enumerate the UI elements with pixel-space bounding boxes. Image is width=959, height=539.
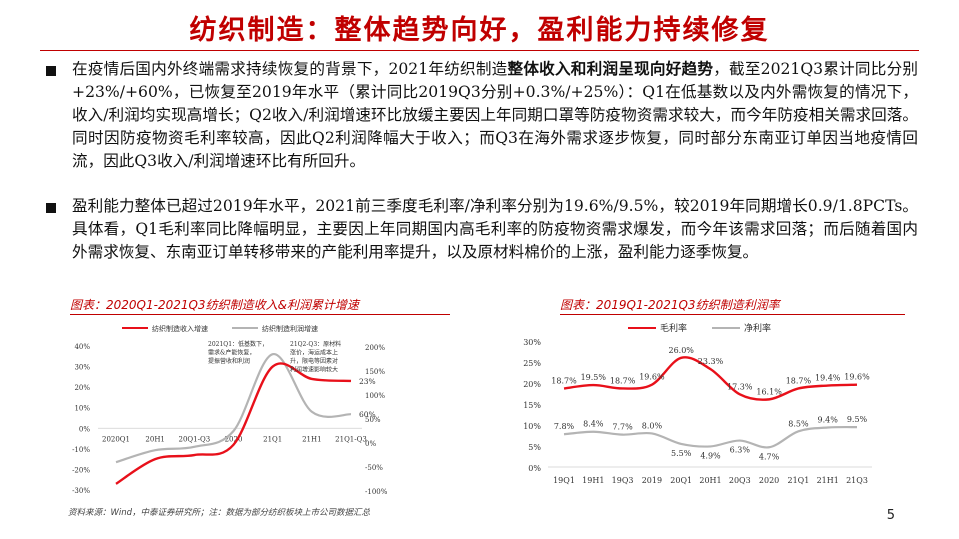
bullet-1-emphasis: 整体收入和利润呈现向好趋势 — [507, 60, 714, 78]
chart-1-end-label-revenue: 23% — [359, 377, 376, 386]
chart-1-legend-label-profit: 纺织制造利润增速 — [262, 324, 318, 333]
chart-2-y-tick-label: 5% — [528, 443, 541, 452]
chart-2-data-label-net: 8.4% — [583, 420, 604, 429]
chart-1-right-tick-label: 100% — [365, 392, 385, 400]
chart-2-data-label-net: 7.8% — [554, 422, 575, 431]
chart-1-x-tick-label: 20H1 — [145, 435, 164, 443]
chart-2-y-tick-label: 20% — [523, 380, 541, 389]
chart-1-x-tick-label: 2020Q1 — [102, 435, 130, 443]
chart-1-annotation-q2q3: 涨价，海运成本上 — [290, 349, 338, 357]
chart-2-data-label-net: 9.4% — [818, 416, 839, 425]
chart-2-title-rule — [560, 314, 905, 315]
chart-1-x-tick-label: 21Q1 — [263, 435, 282, 443]
chart-1-right-tick-label: -50% — [365, 464, 383, 472]
chart-2-data-label-gross: 19.6% — [639, 373, 665, 382]
bullet-paragraph-1: 在疫情后国内外终端需求持续恢复的背景下，2021年纺织制造整体收入和利润呈现向好… — [72, 58, 918, 173]
chart-2-x-tick-label: 20Q3 — [729, 476, 751, 485]
chart-1-right-tick-label: -100% — [365, 488, 388, 496]
chart-1-x-tick-label: 20Q1-Q3 — [178, 435, 210, 443]
chart-2-x-tick-label: 21H1 — [817, 476, 839, 485]
chart-2-data-label-gross: 17.3% — [727, 382, 753, 391]
chart-1-annotation-q2q3: 利润增速影响较大 — [290, 366, 338, 374]
chart-2-legend-label-net: 净利率 — [744, 322, 771, 334]
chart-1-title: 图表：2020Q1-2021Q3纺织制造收入&利润累计增速 — [70, 298, 359, 312]
chart-1-series-revenue-growth — [115, 362, 352, 485]
chart-1-left-tick-label: -20% — [72, 466, 90, 474]
chart-2-data-label-net: 8.0% — [642, 421, 663, 430]
chart-2-data-label-net: 7.7% — [612, 423, 633, 432]
chart-2-x-tick-label: 2019 — [642, 476, 662, 485]
chart-2-x-tick-label: 21Q3 — [846, 476, 868, 485]
chart-2-x-tick-label: 21Q1 — [787, 476, 809, 485]
bullet-marker-1 — [46, 66, 56, 76]
chart-2-data-label-gross: 26.0% — [668, 346, 694, 355]
chart-2-y-tick-label: 0% — [528, 464, 541, 473]
chart-2-data-label-gross: 19.6% — [844, 373, 870, 382]
chart-2-x-tick-label: 20Q1 — [670, 476, 692, 485]
chart-1-annotation-q1: 提振营收和利润 — [208, 357, 250, 365]
chart-2-data-label-net: 8.5% — [788, 419, 809, 428]
chart-1-x-tick-label: 21Q1-Q3 — [335, 435, 367, 443]
chart-1-left-tick-label: -10% — [72, 446, 90, 454]
chart-2-y-tick-label: 25% — [523, 359, 541, 368]
chart-2-y-tick-label: 30% — [523, 338, 541, 347]
chart-1-series-profit-growth — [115, 353, 352, 464]
chart-2-data-label-gross: 16.1% — [756, 387, 782, 396]
page-number: 5 — [886, 508, 895, 523]
chart-2-data-label-gross: 18.7% — [551, 376, 577, 385]
chart-1-left-tick-label: 30% — [74, 364, 90, 372]
bullet-marker-2 — [46, 203, 56, 213]
chart-2-series-net-margin — [563, 425, 858, 449]
bullet-paragraph-2: 盈利能力整体已超过2019年水平，2021前三季度毛利率/净利率分别为19.6%… — [72, 195, 918, 264]
chart-1-annotation-q1: 2021Q1：低基数下， — [208, 340, 268, 348]
chart-2-data-label-gross: 19.4% — [815, 374, 841, 383]
chart-1-end-label-profit: 60% — [359, 410, 376, 419]
chart-1-annotation-q1: 需求&产能恢复， — [208, 349, 255, 357]
chart-2-y-tick-label: 10% — [523, 422, 541, 431]
chart-1-x-tick-label: 2020 — [225, 435, 243, 443]
chart-2-title: 图表：2019Q1-2021Q3纺织制造利润率 — [560, 298, 780, 312]
chart-2-data-label-net: 6.3% — [730, 446, 751, 455]
chart-1-right-tick-label: 200% — [365, 344, 385, 352]
chart-1-right-tick-label: 150% — [365, 368, 385, 376]
chart-2-x-tick-label: 19Q1 — [553, 476, 575, 485]
chart-1-left-tick-label: 40% — [74, 343, 90, 351]
chart-2-data-label-gross: 18.7% — [786, 376, 812, 385]
chart-2-x-tick-label: 19Q3 — [612, 476, 634, 485]
chart-2-x-tick-label: 2020 — [759, 476, 779, 485]
chart-2-data-label-net: 9.5% — [847, 415, 868, 424]
chart-2-data-label-gross: 18.7% — [610, 376, 636, 385]
chart-1-x-tick-label: 21H1 — [302, 435, 321, 443]
bullet-1-text-end: ，截至2021Q3累计同比分别+23%/+60%，已恢复至2019年水平（累计同… — [72, 60, 919, 170]
chart-2-data-label-net: 4.9% — [700, 451, 721, 460]
title-divider — [40, 50, 919, 51]
chart-1-left-tick-label: 20% — [74, 384, 90, 392]
chart-1-right-tick-label: 0% — [365, 440, 376, 448]
chart-1-left-tick-label: 10% — [74, 405, 90, 413]
source-note: 资料来源：Wind，中泰证券研究所；注：数据为部分纺织板块上市公司数据汇总 — [68, 508, 371, 518]
bullet-2-text: 盈利能力整体已超过2019年水平，2021前三季度毛利率/净利率分别为19.6%… — [72, 197, 918, 261]
chart-2-x-tick-label: 20H1 — [699, 476, 721, 485]
chart-1-legend-label-revenue: 纺织制造收入增速 — [152, 324, 208, 333]
slide-title: 纺织制造：整体趋势向好，盈利能力持续修复 — [189, 15, 770, 46]
bullet-1-text-start: 在疫情后国内外终端需求持续恢复的背景下，2021年纺织制造 — [72, 60, 508, 78]
chart-1-left-tick-label: 0% — [79, 425, 90, 433]
chart-1-annotation-q2q3: 升，限电等因素对 — [290, 357, 338, 365]
chart-1-left-tick-label: -30% — [72, 487, 90, 495]
chart-2-data-label-net: 5.5% — [671, 449, 692, 458]
chart-2-y-tick-label: 15% — [523, 401, 541, 410]
chart-2-data-label-gross: 19.5% — [581, 373, 607, 382]
chart-2-data-label-net: 4.7% — [759, 452, 780, 461]
chart-1-right-tick-label: 50% — [365, 416, 381, 424]
chart-2-series-gross-margin — [563, 356, 858, 401]
chart-2-x-tick-label: 19H1 — [582, 476, 604, 485]
chart-1-annotation-q2q3: 21Q2-Q3：原材料 — [290, 340, 341, 348]
chart-2-data-label-gross: 23.3% — [698, 357, 724, 366]
chart-2-legend-label-gross: 毛利率 — [660, 322, 687, 334]
chart-1-title-rule — [70, 314, 450, 315]
